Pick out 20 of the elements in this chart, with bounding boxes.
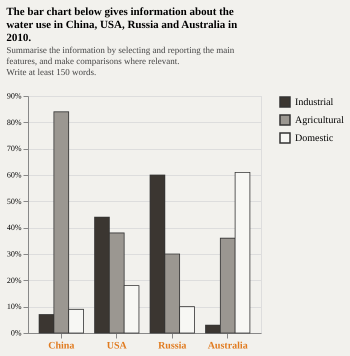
y-tick-label: 20% <box>6 276 22 285</box>
y-tick-label: 10% <box>6 302 22 312</box>
y-tick-label: 50% <box>6 196 22 206</box>
chart-subtitle: Summarise the information by selecting and reporting the main features, and make comparisons where relevant. <box>6 45 235 66</box>
x-tick-label: USA <box>106 340 128 352</box>
y-tick-label: 30% <box>6 250 22 258</box>
x-tick-label: China <box>48 340 74 352</box>
legend-label: Domestic <box>295 133 334 144</box>
y-tick-label: 0% <box>10 328 22 338</box>
y-tick-label: 70% <box>6 144 22 154</box>
legend-label: Industrial <box>295 97 334 108</box>
y-tick-label: 60% <box>6 170 22 180</box>
x-tick-label: Russia <box>158 340 186 352</box>
legend-label: Agricultural <box>295 115 344 126</box>
chart-title: The bar chart below gives information about the water use in China, USA, Russia and Australia in 2010. <box>6 6 238 44</box>
y-tick-label: 80% <box>6 118 22 127</box>
y-tick-label: 40% <box>6 223 22 232</box>
text: Write at least 150 words. <box>6 67 96 77</box>
x-tick-label: Australia <box>208 340 248 352</box>
y-tick-label: 90% <box>6 92 22 100</box>
